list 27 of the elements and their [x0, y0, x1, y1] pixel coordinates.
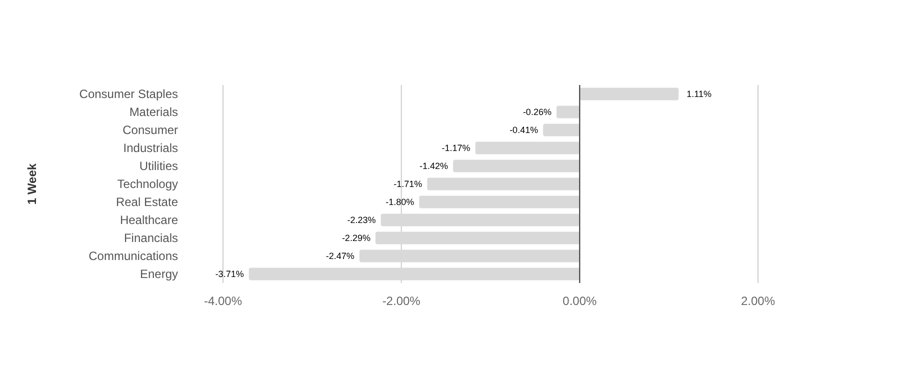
- y-tick-label: Technology: [117, 177, 178, 192]
- data-label: -1.80%: [386, 197, 414, 208]
- data-label: -0.26%: [522, 107, 552, 118]
- data-label: -0.41%: [510, 125, 538, 136]
- y-tick-label: Real Estate: [116, 195, 178, 210]
- y-tick-label: Energy: [140, 267, 178, 282]
- x-tick-label: 0.00%: [562, 294, 598, 308]
- x-tick-label: 2.00%: [740, 294, 776, 308]
- data-label: -2.23%: [347, 215, 376, 226]
- y-tick-label: Consumer: [122, 123, 178, 138]
- data-label: -1.17%: [442, 143, 470, 154]
- data-label: -1.42%: [420, 161, 448, 172]
- y-tick-label: Healthcare: [120, 213, 178, 228]
- data-label: -2.47%: [326, 251, 354, 262]
- y-tick-label: Financials: [124, 231, 178, 246]
- data-label: 1.11%: [686, 89, 712, 100]
- y-axis-title: 1 Week: [25, 163, 39, 205]
- y-tick-label: Consumer Staples: [79, 87, 178, 102]
- data-label: -2.29%: [342, 233, 370, 244]
- data-label: -1.71%: [394, 179, 422, 190]
- y-tick-label: Utilities: [139, 159, 178, 174]
- y-tick-label: Industrials: [123, 141, 178, 156]
- y-tick-label: Materials: [129, 105, 178, 120]
- data-label: -3.71%: [215, 269, 244, 280]
- x-tick-label: -2.00%: [382, 294, 421, 308]
- y-tick-label: Communications: [88, 249, 178, 264]
- x-tick-label: -4.00%: [204, 294, 242, 308]
